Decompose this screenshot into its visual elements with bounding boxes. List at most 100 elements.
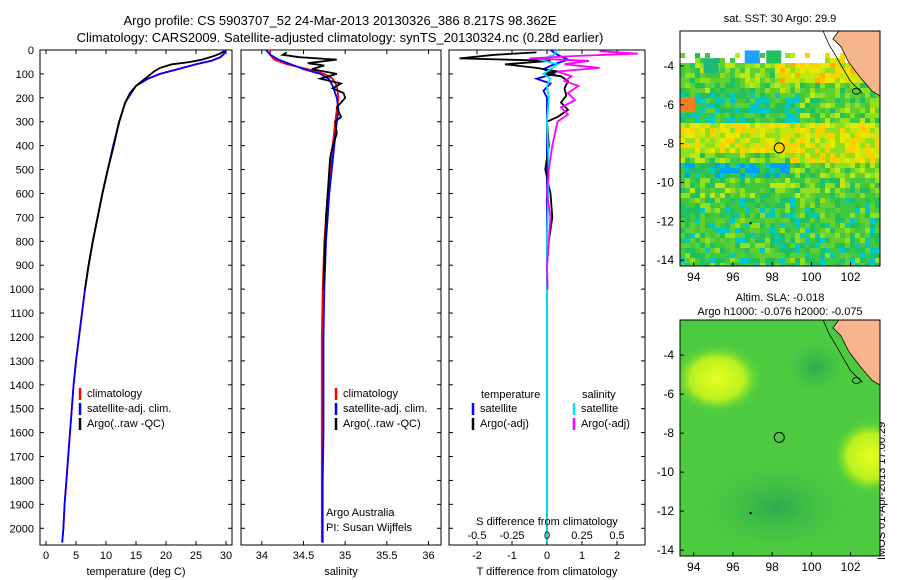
sla-map-subtitle: Argo h1000: -0.076 h2000: -0.075: [697, 306, 863, 318]
sla-anomaly: [785, 338, 846, 395]
legend-label: Argo(-adj): [581, 418, 630, 430]
y-tick-label: 100: [16, 69, 34, 81]
y-tick-label: 1600: [10, 428, 34, 440]
series-line: [269, 50, 340, 543]
island: [749, 222, 752, 225]
y-tick-label: 700: [16, 212, 34, 224]
x-tick-label: 1: [579, 550, 585, 562]
x-tick-label: 98: [765, 560, 779, 574]
x-tick-label: 15: [130, 550, 142, 562]
legend-label: satellite: [581, 403, 618, 415]
y-tick-label: 500: [16, 165, 34, 177]
y-tick-label: 1500: [10, 404, 34, 416]
x-tick-label: 34: [256, 550, 268, 562]
series-line: [459, 51, 570, 290]
x-axis-label: salinity: [324, 566, 358, 578]
x-tick-label: 35.5: [376, 550, 397, 562]
y-tick-label: -8: [663, 137, 674, 151]
y-tick-label: -6: [663, 387, 674, 401]
secondary-tick-label: -0.5: [468, 530, 487, 542]
y-tick-label: 200: [16, 93, 34, 105]
series-line: [84, 50, 225, 290]
legend-label: satellite: [480, 403, 517, 415]
x-tick-label: 30: [220, 550, 232, 562]
sla-anomaly: [680, 343, 763, 414]
legend-header: temperature: [481, 389, 540, 401]
y-tick-label: 1700: [10, 452, 34, 464]
island: [852, 87, 861, 95]
legend-label: satellite-adj. clim.: [343, 403, 427, 415]
legend-header: salinity: [582, 389, 616, 401]
argo-position-marker: [773, 142, 785, 154]
x-tick-label: 96: [726, 270, 740, 284]
data-cell: [766, 50, 782, 64]
map-frame: [679, 30, 881, 267]
x-tick-label: 100: [801, 560, 821, 574]
land-mass: [832, 320, 880, 386]
y-tick-label: 900: [16, 260, 34, 272]
y-tick-label: -14: [657, 543, 675, 557]
island-chain: [822, 320, 863, 383]
y-tick-label: -14: [657, 253, 675, 267]
y-tick-label: 1000: [10, 284, 34, 296]
y-tick-label: -8: [663, 426, 674, 440]
plot-frame: [240, 49, 442, 546]
plot-frame: [39, 49, 233, 546]
secondary-tick-label: -0.25: [499, 530, 524, 542]
data-cell: [744, 50, 760, 64]
x-tick-label: 35: [339, 550, 351, 562]
secondary-tick-label: 0.5: [609, 530, 624, 542]
y-tick-label: -4: [663, 59, 674, 73]
y-tick-label: 1400: [10, 380, 34, 392]
map-frame: [679, 319, 881, 557]
x-tick-label: 94: [687, 270, 701, 284]
x-tick-label: 34.5: [293, 550, 314, 562]
y-tick-label: -10: [657, 175, 675, 189]
island: [852, 377, 861, 384]
annotation: Argo Australia: [326, 507, 395, 519]
series-line: [536, 49, 560, 543]
sst-map-title: sat. SST: 30 Argo: 29.9: [723, 13, 837, 25]
secondary-tick-label: 0: [544, 530, 550, 542]
secondary-tick-label: 0.25: [571, 530, 592, 542]
legend-label: Argo(..raw -QC): [343, 418, 421, 430]
argo-position-marker: [773, 431, 785, 443]
plot-title-line1: Argo profile: CS 5903707_52 24-Mar-2013 …: [123, 13, 557, 28]
island: [749, 511, 752, 515]
series-line: [265, 49, 340, 543]
x-tick-label: 96: [726, 560, 740, 574]
series-line: [529, 50, 639, 290]
y-tick-label: 800: [16, 236, 34, 248]
legend-label: climatology: [87, 388, 143, 400]
x-tick-label: 5: [73, 550, 79, 562]
sla-map: 94 96 98 100 102 -4 -6 -8 -10 -12 -14: [657, 319, 881, 574]
y-tick-label: 300: [16, 117, 34, 129]
map-field: [680, 31, 880, 266]
y-tick-label: -6: [663, 98, 674, 112]
x-tick-label: 2: [614, 550, 620, 562]
profile-panel-difference: -2 -1 0 1 2 T difference from climatology temp…: [448, 49, 646, 578]
island-chain: [822, 31, 863, 94]
legend-label: Argo(-adj): [480, 418, 529, 430]
sla-map-title: Altim. SLA: -0.018: [735, 292, 825, 304]
y-tick-label: 1100: [10, 308, 34, 320]
x-tick-label: -1: [507, 550, 517, 562]
data-cell: [680, 97, 695, 113]
sla-anomaly: [832, 418, 880, 495]
x-tick-label: 25: [190, 550, 202, 562]
sst-map: 94 96 98 100 102 -4 -6 -8 -10 -12 -14: [657, 30, 881, 284]
y-tick-label: 1900: [10, 499, 34, 511]
x-axis-label: T difference from climatology: [477, 566, 618, 578]
y-tick-label: -12: [657, 214, 675, 228]
x-tick-label: 0: [544, 550, 550, 562]
profile-panel-salinity: 34 34.5 35 35.5 36 salinity climatology satelli…: [240, 49, 442, 578]
x-tick-label: 10: [100, 550, 112, 562]
sla-anomaly: [701, 462, 852, 553]
y-tick-label: 1300: [10, 356, 34, 368]
x-tick-label: 20: [160, 550, 172, 562]
x-tick-label: 100: [801, 270, 821, 284]
map-field: [680, 320, 880, 556]
y-tick-label: 600: [16, 188, 34, 200]
y-tick-label: 1200: [10, 332, 34, 344]
